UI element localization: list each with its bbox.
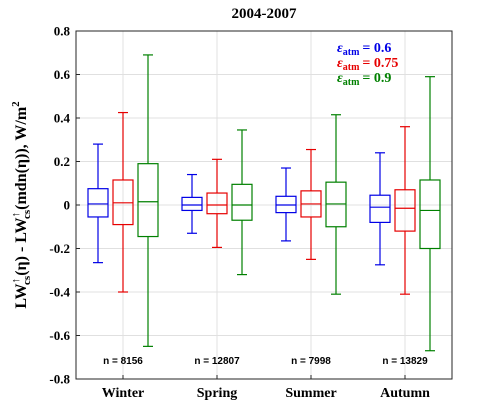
x-tick-labels: Winter Spring Summer Autumn xyxy=(102,386,430,401)
count-label: n = 12807 xyxy=(194,356,240,367)
y-label-arrow-b: ↑ xyxy=(10,212,22,218)
box-iqr xyxy=(394,189,416,232)
box-plot xyxy=(369,152,391,266)
box-iqr xyxy=(419,179,441,250)
y-tick-label: -0.4 xyxy=(49,285,70,300)
legend-subscript: atm xyxy=(343,47,360,58)
y-label-sub-a: cs xyxy=(21,275,33,285)
count-label: n = 7998 xyxy=(291,356,331,367)
chart-title: 2004-2007 xyxy=(232,6,297,22)
box-plot xyxy=(112,111,134,293)
box-plot xyxy=(181,173,203,234)
y-label-sup: 2 xyxy=(10,101,22,107)
y-tick-label: -0.8 xyxy=(49,372,70,387)
plot-frame xyxy=(75,30,453,380)
box-plot xyxy=(394,126,416,295)
y-axis-label: LW↑cs(η) - LW↑cs(mdn(η)), W/m2 xyxy=(10,101,33,309)
box-plot xyxy=(206,158,228,249)
box-iqr xyxy=(137,163,159,238)
legend-entry: εatm = 0.9 xyxy=(337,71,391,88)
box-plot xyxy=(137,54,159,347)
box-plot xyxy=(300,148,322,260)
legend-value: = 0.6 xyxy=(362,41,391,56)
legend-symbol: ε xyxy=(337,56,343,71)
y-tick-label: 0 xyxy=(64,198,71,213)
y-label-part-c: (mdn(η)), W/m xyxy=(13,106,30,210)
count-label: n = 8156 xyxy=(103,356,143,367)
y-label-part-a: LW xyxy=(13,283,30,308)
y-label-sub-b: cs xyxy=(21,209,33,219)
y-tick-label: 0.8 xyxy=(54,24,71,39)
y-tick-label: -0.6 xyxy=(49,328,70,343)
y-tick-label: 0.2 xyxy=(54,154,70,169)
box-plot xyxy=(419,76,441,352)
legend-entry: εatm = 0.75 xyxy=(337,56,398,73)
y-tick-label: 0.4 xyxy=(54,111,71,126)
legend-entry: εatm = 0.6 xyxy=(337,41,391,58)
box-plot xyxy=(231,129,253,276)
x-tick-label: Winter xyxy=(102,386,145,401)
y-tick-label: -0.2 xyxy=(49,241,70,256)
box-plot xyxy=(87,143,109,264)
boxes xyxy=(87,54,441,352)
legend-value: = 0.75 xyxy=(362,56,398,71)
legend-subscript: atm xyxy=(343,62,360,73)
count-label: n = 13829 xyxy=(382,356,428,367)
box-iqr xyxy=(181,196,203,212)
x-tick-label: Spring xyxy=(197,386,237,401)
box-iqr xyxy=(206,192,228,215)
y-tick-label: 0.6 xyxy=(54,67,71,82)
y-label-arrow-a: ↑ xyxy=(10,278,22,284)
y-tick-labels: -0.8 -0.6 -0.4 -0.2 0 0.2 0.4 0.6 0.8 xyxy=(49,24,70,387)
box-plot xyxy=(325,114,347,295)
count-labels: n = 8156 n = 12807 n = 7998 n = 13829 xyxy=(103,356,428,367)
legend-symbol: ε xyxy=(337,41,343,56)
x-tick-label: Autumn xyxy=(380,386,430,401)
box-iqr xyxy=(87,188,109,218)
legend-subscript: atm xyxy=(343,77,360,88)
box-iqr xyxy=(231,183,253,221)
box-plot xyxy=(275,167,297,242)
box-iqr xyxy=(369,194,391,223)
x-tick-label: Summer xyxy=(285,386,336,401)
legend-value: = 0.9 xyxy=(362,71,391,86)
legend-symbol: ε xyxy=(337,71,343,86)
y-label-part-b: (η) - LW xyxy=(13,218,30,276)
